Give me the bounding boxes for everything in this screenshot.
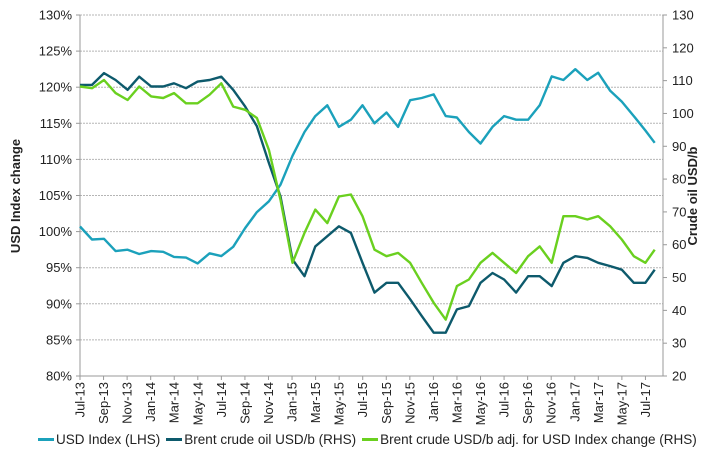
y-tick-label-right: 20 <box>672 369 686 384</box>
y-tick-label-right: 90 <box>672 139 686 154</box>
y-tick-label-left: 80% <box>46 369 72 384</box>
legend-item-brent: Brent crude oil USD/b (RHS) <box>166 432 356 447</box>
legend-item-brent-adjusted: Brent crude USD/b adj. for USD Index cha… <box>362 432 697 447</box>
y-tick-label-right: 30 <box>672 336 686 351</box>
y-tick-label-left: 100% <box>39 224 73 239</box>
legend-swatch <box>166 438 183 441</box>
x-tick-label: Sep-14 <box>237 382 252 424</box>
x-tick-label: May-14 <box>190 382 205 425</box>
legend: USD Index (LHS) Brent crude oil USD/b (R… <box>38 432 697 447</box>
x-tick-label: Nov-16 <box>544 382 559 424</box>
y-tick-label-left: 130% <box>39 8 73 23</box>
series-line-0 <box>79 67 656 265</box>
y-tick-label-right: 130 <box>672 8 694 23</box>
y-tick-label-right: 120 <box>672 40 694 55</box>
series-line-1 <box>80 71 656 334</box>
x-tick-label: Nov-14 <box>261 382 276 424</box>
x-tick-label: Sep-15 <box>379 382 394 424</box>
y-tick-label-left: 95% <box>46 260 72 275</box>
y-tick-label-right: 110 <box>672 73 693 88</box>
series-lines <box>79 67 656 334</box>
x-tick-label: Jan-15 <box>285 382 300 422</box>
x-tick-label: Mar-16 <box>449 382 464 423</box>
series-line-2 <box>79 78 656 321</box>
x-tick-label: Sep-13 <box>96 382 111 424</box>
y-tick-label-right: 100 <box>672 106 694 121</box>
x-tick-label: Jul-14 <box>214 382 229 417</box>
y-axis-left-title: USD Index change <box>8 139 23 253</box>
x-tick-label: Jan-17 <box>567 382 582 422</box>
legend-item-usd-index: USD Index (LHS) <box>38 432 160 447</box>
x-tick-label: May-15 <box>332 382 347 425</box>
y-tick-label-left: 85% <box>46 332 72 347</box>
y-tick-label-right: 40 <box>672 303 686 318</box>
legend-label: USD Index (LHS) <box>56 432 161 447</box>
x-tick-label: Sep-16 <box>520 382 535 424</box>
legend-label: Brent crude USD/b adj. for USD Index cha… <box>380 432 697 447</box>
x-tick-label: Jul-16 <box>497 382 512 417</box>
gridlines <box>80 14 663 377</box>
y-tick-label-left: 115% <box>40 116 73 131</box>
y-tick-label-left: 110% <box>40 152 73 167</box>
legend-swatch <box>362 438 379 441</box>
legend-swatch <box>38 438 54 441</box>
x-tick-label: May-17 <box>614 382 629 425</box>
y-axis-right-title: Crude oil USD/b <box>685 146 700 245</box>
x-tick-label: Nov-13 <box>120 382 135 424</box>
x-tick-label: May-16 <box>473 382 488 425</box>
x-tick-label: Jul-17 <box>638 382 653 417</box>
x-tick-label: Jan-16 <box>426 382 441 422</box>
x-tick-label: Jul-15 <box>355 382 370 417</box>
y-tick-label-left: 105% <box>39 188 73 203</box>
y-tick-label-left: 125% <box>39 44 73 59</box>
x-tick-label: Mar-14 <box>167 382 182 423</box>
x-tick-label: Nov-15 <box>402 382 417 424</box>
y-tick-label-right: 60 <box>672 237 686 252</box>
x-tick-label: Jul-13 <box>73 382 88 417</box>
axes: 80% 85% 90% 95% 100% 105% 110% 115% 120% 125% 130%… <box>39 8 694 426</box>
y-tick-label-left: 90% <box>46 296 72 311</box>
y-tick-label-left: 120% <box>39 80 73 95</box>
y-tick-label-right: 50 <box>672 270 686 285</box>
y-tick-label-right: 80 <box>672 172 686 187</box>
legend-label: Brent crude oil USD/b (RHS) <box>184 432 357 447</box>
x-tick-label: Jan-14 <box>143 382 158 422</box>
x-tick-label: Mar-17 <box>591 382 606 423</box>
x-tick-label: Mar-15 <box>308 382 323 423</box>
y-tick-label-right: 70 <box>672 204 686 219</box>
